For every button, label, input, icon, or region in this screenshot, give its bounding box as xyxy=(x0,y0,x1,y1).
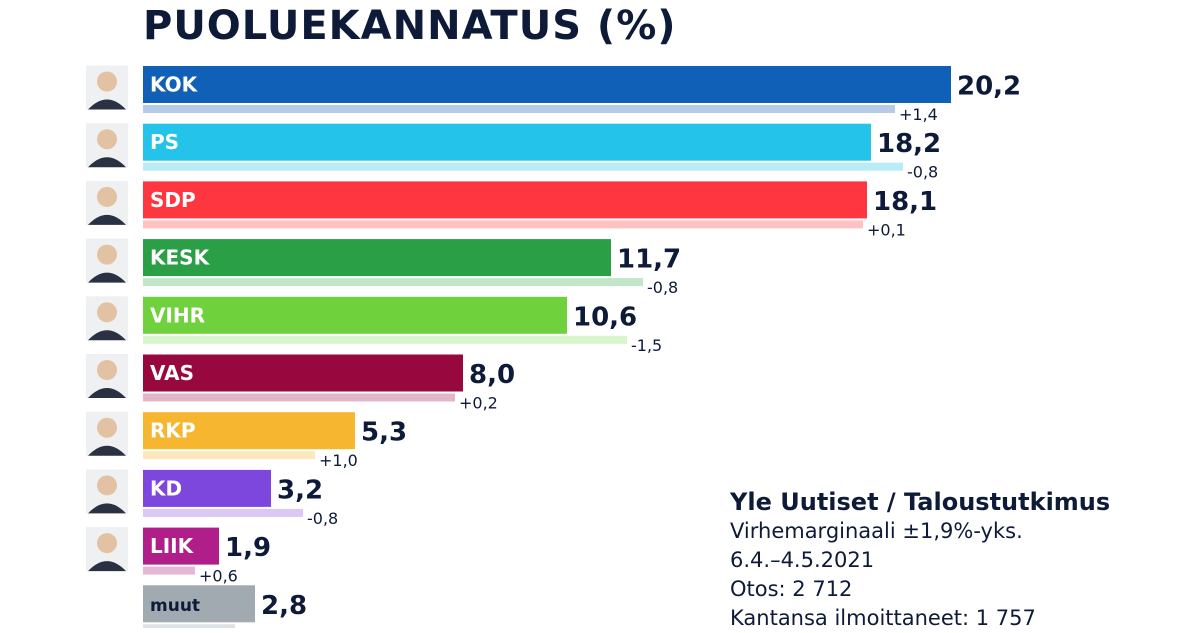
bar-kd xyxy=(143,469,271,507)
portrait-body-kd xyxy=(88,503,126,514)
bar-label-ps: PS xyxy=(150,130,179,154)
prev-bar-rkp xyxy=(143,451,315,460)
portrait-face-kok xyxy=(97,71,117,92)
change-label-vihr: -1,5 xyxy=(631,336,662,355)
source-respondents: Kantansa ilmoittaneet: 1 757 xyxy=(730,606,1036,630)
portrait-body-vihr xyxy=(88,330,126,341)
portrait-face-vas xyxy=(97,360,117,380)
bar-muut xyxy=(143,585,255,623)
source-margin-of-error: Virhemarginaali ±1,9%-yks. xyxy=(730,519,1023,543)
value-label-sdp: 18,1 xyxy=(873,187,937,217)
chart-title: PUOLUEKANNATUS (%) xyxy=(143,3,677,49)
value-label-kesk: 11,7 xyxy=(617,245,681,275)
bar-label-vas: VAS xyxy=(150,361,194,385)
bar-kesk xyxy=(143,239,611,277)
value-label-muut: 2,8 xyxy=(261,591,307,621)
portrait-face-kd xyxy=(97,475,117,496)
change-label-kesk: -0,8 xyxy=(647,278,678,297)
value-label-kok: 20,2 xyxy=(957,72,1021,102)
portrait-body-rkp xyxy=(88,445,126,456)
change-label-sdp: +0,1 xyxy=(867,220,906,239)
portrait-face-sdp xyxy=(97,186,117,207)
bar-sdp xyxy=(143,181,867,219)
portrait-face-vihr xyxy=(97,302,117,323)
portrait-body-kesk xyxy=(88,272,126,283)
prev-bar-ps xyxy=(143,162,903,171)
value-label-rkp: 5,3 xyxy=(361,418,407,448)
bar-label-rkp: RKP xyxy=(150,419,196,443)
portrait-face-ps xyxy=(97,129,117,150)
prev-bar-muut xyxy=(143,624,235,628)
change-label-liik: +0,6 xyxy=(199,567,238,586)
bar-liik xyxy=(143,527,219,565)
bar-label-kesk: KESK xyxy=(150,246,211,270)
source-box: Yle Uutiset / Taloustutkimus Virhemargin… xyxy=(730,488,1190,633)
bar-label-kok: KOK xyxy=(150,73,199,97)
bar-ps xyxy=(143,123,871,161)
prev-bar-vas xyxy=(143,393,455,402)
portrait-body-kok xyxy=(88,99,126,110)
portrait-body-vas xyxy=(88,388,126,398)
change-label-kd: -0,8 xyxy=(307,509,338,528)
change-label-kok: +1,4 xyxy=(899,105,938,124)
portrait-body-liik xyxy=(88,561,126,572)
bar-vihr xyxy=(143,296,567,334)
value-label-kd: 3,2 xyxy=(277,475,323,505)
portrait-face-liik xyxy=(97,533,117,554)
bar-label-liik: LIIK xyxy=(150,534,195,558)
bar-label-sdp: SDP xyxy=(150,188,196,212)
portrait-face-kesk xyxy=(97,244,117,265)
value-label-ps: 18,2 xyxy=(877,129,941,159)
change-label-ps: -0,8 xyxy=(907,163,938,182)
source-title: Yle Uutiset / Taloustutkimus xyxy=(730,488,1111,516)
prev-bar-vihr xyxy=(143,335,627,344)
value-label-liik: 1,9 xyxy=(225,533,271,563)
prev-bar-kok xyxy=(143,105,895,113)
change-label-muut: +0,5 xyxy=(239,624,278,628)
portrait-face-rkp xyxy=(97,417,117,438)
prev-bar-kd xyxy=(143,508,303,517)
bar-rkp xyxy=(143,412,355,450)
source-date-range: 6.4.–4.5.2021 xyxy=(730,548,875,572)
prev-bar-liik xyxy=(143,566,195,575)
value-label-vihr: 10,6 xyxy=(573,302,637,332)
portrait-body-ps xyxy=(88,157,126,168)
bar-label-vihr: VIHR xyxy=(150,303,205,327)
bar-label-muut: muut xyxy=(150,596,200,616)
value-label-vas: 8,0 xyxy=(469,360,515,390)
bar-label-kd: KD xyxy=(150,476,182,500)
prev-bar-sdp xyxy=(143,220,863,229)
source-sample-size: Otos: 2 712 xyxy=(730,577,853,601)
portrait-body-sdp xyxy=(88,214,126,225)
change-label-rkp: +1,0 xyxy=(319,451,358,470)
prev-bar-kesk xyxy=(143,278,643,287)
change-label-vas: +0,2 xyxy=(459,394,498,413)
bar-kok xyxy=(143,66,951,103)
bar-vas xyxy=(143,354,463,392)
